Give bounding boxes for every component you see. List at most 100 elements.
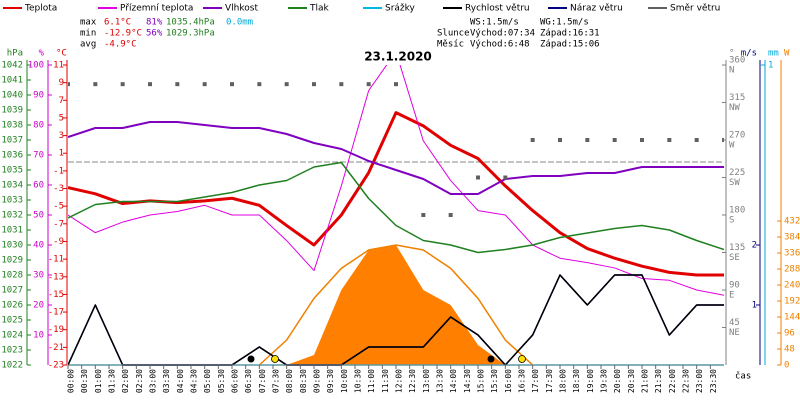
x-tick-label: 03:30 (162, 369, 171, 393)
y-tick-label: 135 (729, 243, 745, 253)
stat-text: 56% (146, 29, 163, 39)
direction-marker (202, 82, 207, 87)
compass-label: S (729, 216, 734, 226)
y-tick-label: 288 (784, 265, 800, 275)
y-tick-label: 1031 (1, 226, 23, 236)
y-tick-label: 1027 (1, 286, 23, 296)
direction-marker (585, 138, 590, 142)
x-tick-label: 09:00 (313, 369, 322, 393)
x-tick-label: 07:30 (272, 369, 281, 393)
x-tick-label: 18:00 (559, 369, 568, 393)
x-tick-label: 20:00 (613, 369, 622, 393)
y-tick-label: 1037 (1, 136, 23, 146)
x-tick-label: 00:30 (80, 369, 89, 393)
y-tick-label: -15 (48, 290, 64, 300)
axis-unit-label: ° (729, 49, 734, 59)
y-tick-label: 1034 (1, 181, 23, 191)
x-tick-label: 08:00 (285, 369, 294, 393)
x-tick-label: 01:00 (94, 369, 103, 393)
y-tick-label: 1029 (1, 256, 23, 266)
y-tick-label: 270 (729, 131, 745, 141)
y-tick-label: 192 (784, 297, 800, 307)
info-text: Východ:6:48 (470, 40, 530, 50)
direction-marker (448, 213, 453, 217)
stat-text: 0.0mm (226, 18, 253, 28)
axis-unit-label: mm (768, 49, 779, 59)
y-tick-label: 180 (729, 206, 745, 216)
x-tick-label: 23:00 (695, 369, 704, 393)
stat-text: 1035.4hPa (166, 18, 215, 28)
x-tick-label: 23:30 (709, 369, 718, 393)
info-text: Východ:07:34 (470, 29, 535, 39)
y-tick-label: 315 (729, 93, 745, 103)
x-tick-label: 08:30 (299, 369, 308, 393)
y-tick-label: 1041 (1, 76, 23, 86)
y-tick-label: 1028 (1, 271, 23, 281)
x-tick-label: 04:00 (176, 369, 185, 393)
y-tick-label: 7 (59, 96, 64, 106)
y-tick-label: 30 (33, 271, 44, 281)
y-tick-label: 1035 (1, 166, 23, 176)
legend-label: Tlak (309, 4, 330, 14)
y-tick-label: 1032 (1, 211, 23, 221)
x-tick-label: 10:00 (340, 369, 349, 393)
y-tick-label: 70 (33, 151, 44, 161)
solar-area (68, 245, 724, 365)
y-tick-label: 1023 (1, 346, 23, 356)
x-tick-label: 21:00 (641, 369, 650, 393)
y-tick-label: 144 (784, 313, 800, 323)
direction-marker (284, 82, 289, 87)
stat-text: avg (80, 40, 96, 50)
y-tick-label: 1038 (1, 121, 23, 131)
x-tick-label: 07:00 (258, 369, 267, 393)
y-tick-label: 384 (784, 233, 800, 243)
y-tick-label: 2 (752, 241, 757, 251)
y-tick-label: -21 (48, 343, 64, 353)
y-tick-label: 1026 (1, 301, 23, 311)
y-tick-label: 240 (784, 281, 800, 291)
direction-marker (558, 138, 562, 142)
direction-marker (93, 82, 98, 87)
compass-label: E (729, 291, 734, 301)
x-tick-label: 02:00 (121, 369, 130, 393)
y-tick-label: 1024 (1, 331, 23, 341)
stat-text: 81% (146, 18, 163, 28)
y-tick-label: -1 (53, 166, 64, 176)
y-tick-label: 60 (33, 181, 44, 191)
direction-marker (257, 82, 262, 87)
y-tick-label: 1025 (1, 316, 23, 326)
direction-marker (530, 138, 535, 142)
stat-text: 6.1°C (104, 18, 131, 28)
series-line (68, 121, 724, 195)
x-tick-label: 05:00 (203, 369, 212, 393)
x-tick-label: 06:30 (244, 369, 253, 393)
y-tick-label: 96 (784, 329, 795, 339)
direction-marker (120, 82, 125, 87)
x-tick-label: 11:00 (367, 369, 376, 393)
compass-label: NE (729, 328, 740, 338)
legend-label: Srážky (385, 4, 416, 14)
series-line (68, 161, 724, 254)
stat-text: min (80, 29, 96, 39)
legend-label: Teplota (24, 4, 57, 14)
y-tick-label: 11 (53, 61, 64, 71)
y-tick-label: 80 (33, 121, 44, 131)
y-tick-label: -17 (48, 308, 64, 318)
x-tick-label: 14:30 (463, 369, 472, 393)
x-tick-label: 12:30 (408, 369, 417, 393)
y-tick-label: 40 (33, 241, 44, 251)
moonset-icon (487, 355, 495, 363)
y-tick-label: 10 (33, 331, 44, 341)
x-tick-label: 18:30 (572, 369, 581, 393)
direction-marker (421, 213, 426, 217)
x-tick-label: 02:30 (135, 369, 144, 393)
direction-marker (230, 82, 234, 87)
x-tick-label: 11:30 (381, 369, 390, 393)
info-text: WS:1.5m/s (470, 18, 519, 28)
y-tick-label: 90 (729, 281, 740, 291)
y-tick-label: 1022 (1, 361, 23, 371)
x-tick-label: 01:30 (108, 369, 117, 393)
x-tick-label: 13:00 (422, 369, 431, 393)
direction-marker (312, 82, 316, 87)
